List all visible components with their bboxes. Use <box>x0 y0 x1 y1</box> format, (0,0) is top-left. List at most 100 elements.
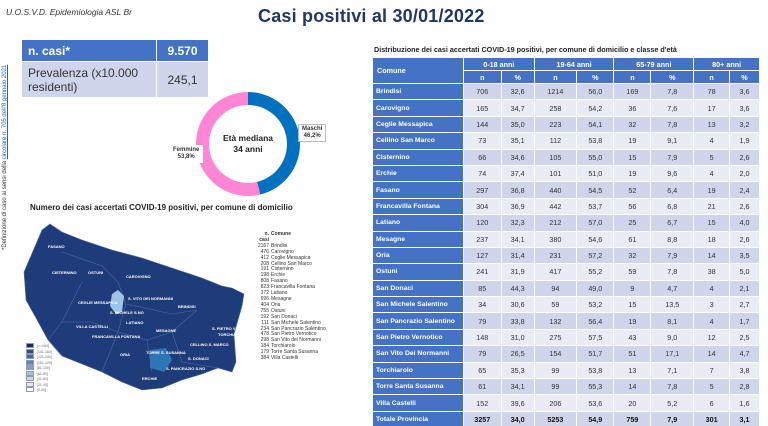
comune-name: San Vito Dei Normanni <box>373 346 463 362</box>
cell-count: 112 <box>534 133 577 149</box>
table-row: Ostuni 241 31,9 417 55,2 59 7,8 38 5,0 <box>373 264 759 280</box>
cell-percent: 6,4 <box>651 182 694 198</box>
cell-count: 79 <box>464 346 501 362</box>
comune-name: Fasano <box>373 182 463 198</box>
legend-label: [>=160] <box>37 344 49 348</box>
list-item-comune: Carovigno <box>271 248 294 255</box>
comune-name: Oria <box>373 247 463 264</box>
cell-percent: 55,0 <box>577 149 614 165</box>
map-legend: [>=160] [141-160] [121-140] [101-120] [8… <box>26 343 52 393</box>
legend-label: [121-140] <box>37 355 52 359</box>
header-pct: % <box>651 71 694 83</box>
cell-count: 51 <box>614 346 651 362</box>
cell-percent: 56,4 <box>577 313 614 329</box>
cell-count: 13 <box>614 362 651 379</box>
cell-percent: 54,5 <box>577 182 614 198</box>
cell-percent: 32,6 <box>501 84 534 100</box>
cell-count: 15 <box>694 215 729 231</box>
cell-count: 99 <box>534 362 577 379</box>
cell-count: 66 <box>464 149 501 165</box>
list-item-count: 384 <box>260 355 269 362</box>
list-item-count: 208 <box>260 260 269 267</box>
cell-percent: 30,6 <box>501 297 534 313</box>
female-data-label: Femmine 53,8% <box>169 145 204 163</box>
legend-label: [41-60] <box>37 377 48 381</box>
list-item: 208 Cellino San Marco <box>254 260 326 268</box>
cell-count: 74 <box>464 165 501 182</box>
list-item-count: 234 <box>260 325 269 332</box>
prevalence-label: Prevalenza (x10.000 residenti) <box>22 62 156 97</box>
header-group: 80+ anni <box>694 58 759 70</box>
cell-count: 127 <box>464 247 501 264</box>
header-n: n <box>534 71 577 83</box>
list-item: 372 Latiano <box>254 290 326 297</box>
cell-percent: 53,8 <box>577 362 614 379</box>
cell-percent: 55,3 <box>577 379 614 395</box>
cell-percent: 8,8 <box>651 231 694 247</box>
header-pct: % <box>729 71 759 83</box>
legend-label: [81-100] <box>37 366 50 370</box>
cell-count: 15 <box>614 149 651 165</box>
cell-count: 17 <box>694 100 729 116</box>
list-item-count: 192 <box>260 313 269 320</box>
cell-percent: 9,6 <box>651 165 694 182</box>
cell-count: 105 <box>534 149 577 165</box>
comune-name: San Pancrazio Salentino <box>373 313 463 329</box>
donut-center: Età mediana 34 anni <box>209 105 287 183</box>
list-item-count: 111 <box>261 319 269 326</box>
cases-value: 9.570 <box>157 40 208 61</box>
cell-count: 706 <box>464 84 501 100</box>
cell-percent: 35,1 <box>501 133 534 149</box>
cell-count: 1214 <box>534 84 577 100</box>
cell-count: 94 <box>534 280 577 297</box>
circolare-link[interactable]: circolare n. 705 dell'8 gennaio 2021 <box>2 64 8 160</box>
header-group: 0-18 anni <box>464 58 534 70</box>
cell-percent: 4,7 <box>651 280 694 297</box>
map-label: ERCHIE <box>142 376 157 381</box>
cell-percent: 34,1 <box>501 231 534 247</box>
map-svg: FASANO CISTERNINO OSTUNI CAROVIGNO S. VI… <box>23 223 248 391</box>
male-label: Maschi <box>302 126 323 132</box>
cell-percent: 2,0 <box>729 165 759 182</box>
cell-percent: 7,9 <box>651 247 694 264</box>
map-label: CISTERNINO <box>52 270 77 275</box>
map-region-province <box>23 223 245 391</box>
list-item-comune: Oria <box>271 301 281 308</box>
cell-count: 5 <box>694 149 729 165</box>
table-row: Mesagne 237 34,1 380 54,6 61 8,8 18 2,6 <box>373 231 759 247</box>
comune-name: San Michele Salentino <box>373 297 463 313</box>
cell-count: 65 <box>464 362 501 379</box>
cell-count: 14 <box>694 346 729 362</box>
cell-count: 5253 <box>534 411 577 426</box>
list-item-comune: Fasano <box>271 278 288 285</box>
comune-name: Erchie <box>373 165 463 182</box>
comune-name: Brindisi <box>373 84 463 100</box>
cell-count: 152 <box>464 395 501 411</box>
cell-count: 301 <box>694 411 729 426</box>
list-item-count: 478 <box>260 331 269 338</box>
table-row: San Pietro Vernotico 148 31,0 275 57,5 43 9,0 1… <box>373 329 759 346</box>
comune-name: Francavilla Fontana <box>373 198 463 215</box>
list-item-comune: Francavilla Fontana <box>271 284 315 291</box>
median-age-label: Età mediana <box>222 133 274 143</box>
cell-count: 417 <box>534 264 577 280</box>
cell-count: 73 <box>464 133 501 149</box>
list-item: 755 Ostuni <box>254 308 326 315</box>
cell-count: 3257 <box>464 411 501 426</box>
cell-percent: 54,9 <box>577 411 614 426</box>
cell-percent: 8,1 <box>651 313 694 329</box>
list-item-comune: Villa Castelli <box>271 355 299 362</box>
table-row: Latiano 120 32,3 212 57,0 25 6,7 15 4,0 <box>373 215 759 231</box>
cell-count: 79 <box>464 313 501 329</box>
list-item: 191 Cisternino <box>254 267 326 273</box>
cell-percent: 2,6 <box>729 231 759 247</box>
header-n: n <box>464 71 501 83</box>
cell-percent: 3,6 <box>729 100 759 116</box>
table-row: Fasano 297 36,8 440 54,5 52 6,4 19 2,4 <box>373 182 759 198</box>
cell-percent: 53,2 <box>577 297 614 313</box>
legend-label: [61-80] <box>37 371 48 376</box>
cell-percent: 34,1 <box>501 379 534 395</box>
list-item-count: 476 <box>260 248 269 255</box>
map-region-torre-santa-susanna <box>150 348 172 372</box>
cell-count: 231 <box>534 247 577 264</box>
